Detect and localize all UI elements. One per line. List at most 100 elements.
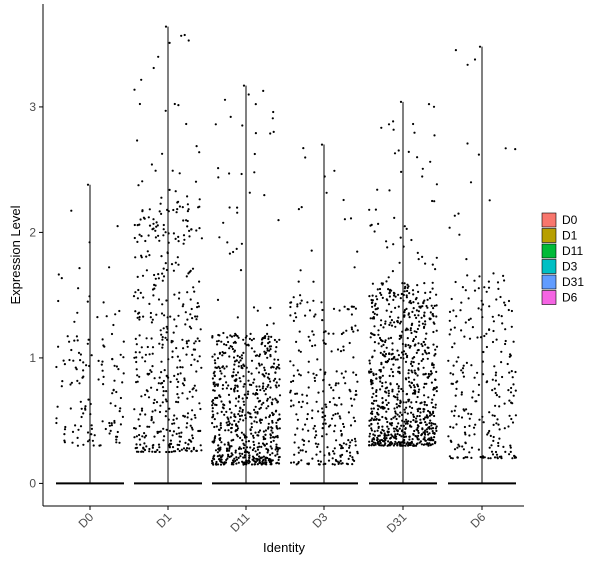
data-point [136,374,139,377]
data-point [100,363,103,366]
data-point [277,458,280,461]
data-point [333,452,336,455]
data-point [500,350,503,353]
data-point [61,380,64,383]
data-point [392,363,395,366]
data-point [275,340,278,343]
data-point [455,315,458,318]
data-point [133,356,136,359]
data-point [122,356,125,359]
data-point [211,461,214,465]
data-point [260,403,263,406]
data-point [162,234,165,237]
data-point [475,400,478,403]
data-point [292,461,295,464]
data-point [492,439,495,442]
x-ticks: D0 D1 D11 D3 D31 D6 [76,506,489,535]
data-point [247,411,250,414]
data-point [157,234,160,237]
data-point [354,444,357,447]
data-point [266,324,269,327]
data-point [99,444,102,447]
data-point [434,268,437,271]
data-point [176,443,179,446]
data-point [82,412,85,415]
data-point [235,247,238,250]
data-point [433,414,436,418]
data-point [418,414,421,418]
data-point [391,390,394,393]
data-point [368,440,371,443]
data-point [374,208,377,211]
data-point [379,351,382,354]
data-point [183,379,186,382]
data-point [235,458,239,461]
data-point [323,175,326,178]
data-point [414,343,417,346]
data-point [331,463,334,466]
data-point [269,453,272,456]
data-point [269,445,272,448]
data-point [447,359,450,362]
data-point [224,461,228,464]
data-point [428,297,432,300]
data-point [159,430,162,433]
data-point [188,390,191,393]
data-point [456,456,459,459]
data-point [313,436,317,439]
data-point [391,342,394,345]
data-point [149,311,152,315]
data-point [403,420,406,423]
data-point [412,384,415,387]
data-point [433,304,436,307]
data-point [374,415,377,418]
data-point [171,434,174,437]
data-point [409,329,412,332]
data-point [147,216,150,219]
data-point [404,345,407,348]
data-point [428,437,431,440]
data-point [242,419,245,422]
data-point [387,443,390,447]
data-point [211,422,214,425]
data-point [228,252,231,255]
data-point [260,463,263,466]
data-point [397,293,400,296]
data-point [173,102,176,106]
data-point [448,319,451,322]
data-point [449,328,452,331]
data-point [306,402,309,405]
data-point [395,403,398,406]
data-point [218,449,221,452]
data-point [300,299,303,302]
data-point [421,353,424,356]
data-point [397,354,400,357]
data-point [177,396,180,399]
data-point [276,419,279,422]
data-point [275,421,278,424]
data-point [435,345,439,348]
data-point [392,128,395,131]
data-point [151,352,154,355]
data-point [166,338,169,341]
data-point [427,376,430,379]
data-point [180,431,183,434]
data-point [243,456,246,459]
data-point [477,383,481,386]
data-point [385,240,388,243]
data-point [415,400,418,404]
data-point [238,377,241,380]
data-point [481,360,484,363]
data-point [485,345,488,349]
data-point [397,385,400,388]
data-point [397,305,400,308]
data-point [82,375,85,378]
data-point [430,304,433,307]
data-point [256,448,260,451]
data-point [167,418,170,421]
data-point [434,403,437,406]
data-point [379,368,382,372]
data-point [330,350,333,353]
data-point [383,434,386,437]
data-point [468,417,471,420]
